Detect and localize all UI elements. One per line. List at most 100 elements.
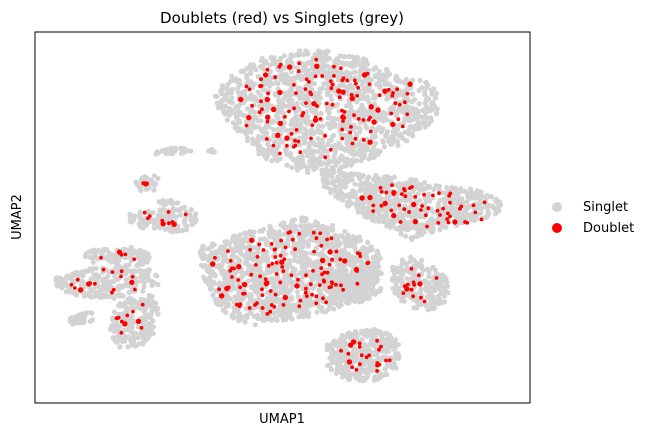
data-point-singlet bbox=[397, 108, 403, 114]
data-point-singlet bbox=[276, 97, 282, 103]
data-point-singlet bbox=[272, 90, 278, 97]
data-point-singlet bbox=[89, 287, 95, 293]
data-point-singlet bbox=[264, 255, 271, 261]
data-point-singlet bbox=[89, 317, 96, 323]
data-point-singlet bbox=[303, 268, 309, 274]
data-point-singlet bbox=[374, 277, 380, 283]
data-point-singlet bbox=[351, 171, 358, 177]
data-point-singlet bbox=[299, 242, 305, 248]
data-point-singlet bbox=[349, 137, 355, 143]
data-point-singlet bbox=[117, 344, 123, 350]
data-point-singlet bbox=[332, 159, 338, 165]
data-point-singlet bbox=[365, 209, 371, 215]
data-point-doublet bbox=[340, 89, 346, 95]
data-point-singlet bbox=[428, 118, 434, 124]
data-point-singlet bbox=[182, 222, 188, 228]
data-point-doublet bbox=[323, 133, 327, 138]
data-point-singlet bbox=[255, 315, 261, 322]
data-point-singlet bbox=[271, 61, 277, 67]
data-point-singlet bbox=[326, 70, 332, 76]
data-point-singlet bbox=[79, 278, 85, 284]
data-point-singlet bbox=[331, 154, 337, 160]
data-point-singlet bbox=[372, 350, 378, 356]
data-point-singlet bbox=[283, 275, 289, 281]
data-point-singlet bbox=[422, 124, 428, 130]
data-point-singlet bbox=[284, 146, 290, 152]
data-point-singlet bbox=[354, 99, 360, 105]
data-point-singlet bbox=[444, 184, 450, 191]
data-point-singlet bbox=[155, 282, 161, 288]
data-point-doublet bbox=[262, 72, 269, 78]
data-point-singlet bbox=[401, 120, 407, 126]
data-point-singlet bbox=[297, 48, 303, 54]
data-point-doublet bbox=[236, 278, 241, 282]
data-point-doublet bbox=[348, 130, 353, 135]
data-point-singlet bbox=[144, 302, 150, 309]
data-point-singlet bbox=[88, 310, 94, 316]
data-point-singlet bbox=[359, 181, 365, 187]
data-point-singlet bbox=[362, 342, 368, 348]
data-point-doublet bbox=[382, 88, 387, 93]
data-point-singlet bbox=[369, 89, 375, 95]
data-point-doublet bbox=[275, 134, 280, 138]
data-point-singlet bbox=[98, 250, 104, 256]
data-point-singlet bbox=[458, 196, 464, 203]
data-point-singlet bbox=[469, 195, 476, 201]
data-point-doublet bbox=[332, 64, 336, 69]
data-point-singlet bbox=[255, 249, 261, 256]
data-point-doublet bbox=[436, 221, 441, 225]
data-point-doublet bbox=[352, 78, 357, 83]
data-point-singlet bbox=[256, 103, 262, 109]
data-point-doublet bbox=[361, 138, 366, 142]
data-point-singlet bbox=[184, 227, 190, 233]
data-point-doublet bbox=[238, 285, 243, 290]
data-point-singlet bbox=[384, 96, 390, 102]
data-point-doublet bbox=[339, 66, 343, 71]
data-point-singlet bbox=[340, 374, 346, 380]
data-point-doublet bbox=[278, 151, 282, 156]
data-point-singlet bbox=[335, 356, 341, 362]
data-point-singlet bbox=[287, 151, 293, 157]
data-point-singlet bbox=[274, 110, 281, 116]
data-point-doublet bbox=[382, 200, 388, 207]
data-point-doublet bbox=[258, 274, 262, 279]
data-point-singlet bbox=[384, 372, 390, 378]
data-point-doublet bbox=[441, 206, 445, 211]
data-point-singlet bbox=[302, 263, 308, 269]
data-point-singlet bbox=[235, 85, 241, 91]
data-point-singlet bbox=[458, 213, 464, 219]
data-point-singlet bbox=[128, 338, 134, 344]
data-point-singlet bbox=[248, 78, 254, 85]
data-point-doublet bbox=[384, 190, 389, 195]
data-point-singlet bbox=[403, 138, 409, 144]
data-point-singlet bbox=[264, 241, 270, 247]
data-point-singlet bbox=[321, 183, 327, 189]
data-point-doublet bbox=[270, 106, 277, 113]
data-point-doublet bbox=[213, 256, 217, 260]
data-point-singlet bbox=[379, 333, 385, 339]
data-point-singlet bbox=[372, 95, 378, 101]
data-point-singlet bbox=[353, 348, 359, 354]
data-point-doublet bbox=[315, 104, 319, 108]
data-point-singlet bbox=[438, 300, 445, 306]
data-point-doublet bbox=[425, 224, 429, 229]
data-point-singlet bbox=[235, 79, 241, 85]
data-point-singlet bbox=[248, 129, 254, 135]
data-point-singlet bbox=[290, 75, 297, 81]
data-point-doublet bbox=[296, 277, 300, 282]
data-point-singlet bbox=[104, 255, 110, 261]
data-point-singlet bbox=[291, 240, 297, 246]
data-point-doublet bbox=[359, 195, 365, 201]
data-point-singlet bbox=[391, 339, 398, 345]
data-point-doublet bbox=[379, 203, 384, 208]
data-point-singlet bbox=[389, 362, 395, 368]
data-point-singlet bbox=[360, 172, 366, 179]
data-point-singlet bbox=[377, 212, 383, 218]
data-point-doublet bbox=[319, 266, 324, 270]
data-point-singlet bbox=[292, 117, 298, 123]
data-point-singlet bbox=[372, 73, 378, 80]
data-point-singlet bbox=[279, 285, 285, 291]
data-point-singlet bbox=[342, 132, 348, 138]
data-point-singlet bbox=[116, 263, 122, 269]
data-point-singlet bbox=[483, 204, 489, 210]
